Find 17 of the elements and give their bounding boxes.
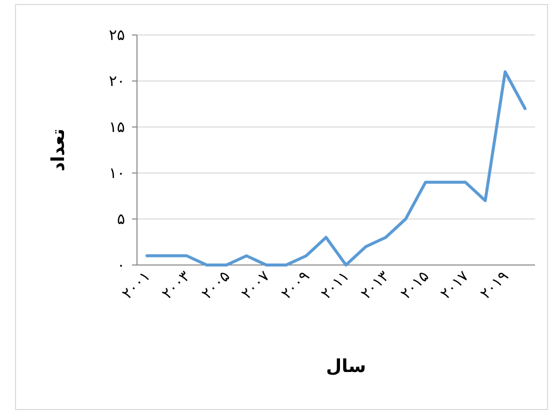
x-axis-title: سال: [326, 356, 366, 377]
y-axis-title: تعداد: [48, 128, 69, 172]
y-tick-label: ۲۰: [108, 72, 125, 90]
x-tick-label: ۲۰۰۳: [158, 267, 194, 303]
x-tick-label: ۲۰۰۷: [238, 267, 274, 303]
x-tick-label: ۲۰۱۱: [317, 267, 353, 303]
x-tick-label: ۲۰۱۷: [436, 267, 472, 303]
y-tick-label: ۵: [116, 210, 125, 228]
x-tick-label: ۲۰۰۹: [277, 267, 313, 303]
line-series: [145, 70, 527, 266]
y-tick-label: ۱۵: [108, 118, 125, 136]
y-tick-label: ۲۵: [108, 26, 125, 44]
x-tick-label: ۲۰۰۵: [198, 267, 234, 303]
y-tick-label: ۱۰: [108, 164, 125, 182]
x-tick-label: ۲۰۱۵: [396, 267, 432, 303]
x-tick-label: ۲۰۱۹: [476, 267, 512, 303]
x-tick-label: ۲۰۱۳: [357, 267, 393, 303]
